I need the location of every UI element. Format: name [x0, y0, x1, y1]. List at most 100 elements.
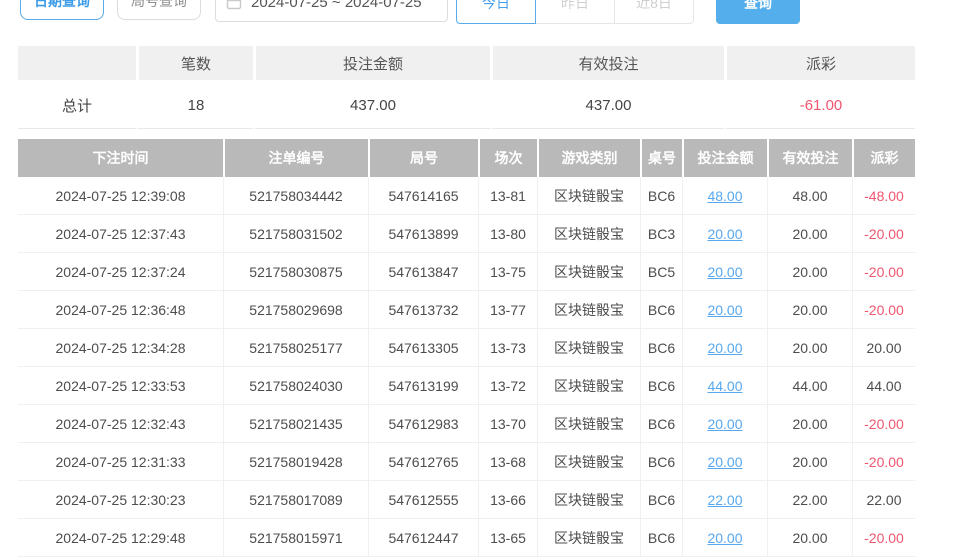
table-number-cell: BC6	[640, 291, 682, 329]
table-number-cell: BC6	[640, 481, 682, 519]
table-row: 2024-07-25 12:37:43 521758031502 5476138…	[18, 215, 915, 253]
session-cell: 13-72	[478, 367, 537, 405]
payout-cell: 22.00	[852, 481, 915, 519]
bet-amount-link[interactable]: 20.00	[707, 453, 743, 470]
order-number-cell: 521758017089	[223, 481, 368, 519]
calendar-icon	[226, 0, 242, 10]
session-cell: 13-65	[478, 519, 537, 557]
bet-amount-link[interactable]: 48.00	[707, 187, 743, 204]
order-number-cell: 521758029698	[223, 291, 368, 329]
today-button[interactable]: 今日	[456, 0, 536, 24]
yesterday-button[interactable]: 昨日	[535, 0, 615, 24]
table-number-cell: BC6	[640, 519, 682, 557]
bet-amount-cell: 20.00	[682, 519, 767, 557]
round-number-cell: 547613899	[368, 215, 478, 253]
session-cell: 13-81	[478, 177, 537, 215]
session-cell: 13-68	[478, 443, 537, 481]
summary-header-count: 笔数	[136, 46, 253, 83]
bet-history-table: 下注时间 注单编号 局号 场次 游戏类别 桌号 投注金额 有效投注 派彩 202…	[18, 139, 915, 557]
bet-amount-cell: 22.00	[682, 481, 767, 519]
bet-amount-cell: 20.00	[682, 329, 767, 367]
summary-payout: -61.00	[724, 83, 915, 129]
header-table-number: 桌号	[640, 139, 682, 177]
payout-cell: 20.00	[852, 329, 915, 367]
table-number-cell: BC6	[640, 405, 682, 443]
summary-total-row: 总计 18 437.00 437.00 -61.00	[18, 83, 915, 129]
order-number-cell: 521758019428	[223, 443, 368, 481]
bet-time-cell: 2024-07-25 12:33:53	[18, 367, 223, 405]
header-payout: 派彩	[852, 139, 915, 177]
payout-cell: -20.00	[852, 405, 915, 443]
bet-time-cell: 2024-07-25 12:29:48	[18, 519, 223, 557]
bet-amount-link[interactable]: 20.00	[707, 529, 743, 546]
valid-bet-cell: 22.00	[767, 481, 852, 519]
query-button[interactable]: 查询	[716, 0, 800, 24]
summary-table: 笔数 投注金额 有效投注 派彩 总计 18 437.00 437.00 -61.…	[18, 46, 915, 129]
header-round-number: 局号	[368, 139, 478, 177]
round-number-cell: 547612765	[368, 443, 478, 481]
summary-header-row: 笔数 投注金额 有效投注 派彩	[18, 46, 915, 83]
bet-amount-cell: 20.00	[682, 291, 767, 329]
valid-bet-cell: 20.00	[767, 291, 852, 329]
table-row: 2024-07-25 12:31:33 521758019428 5476127…	[18, 443, 915, 481]
bet-amount-cell: 20.00	[682, 215, 767, 253]
valid-bet-cell: 20.00	[767, 253, 852, 291]
table-number-cell: BC6	[640, 329, 682, 367]
date-range-input[interactable]: 2024-07-25 ~ 2024-07-25	[215, 0, 448, 22]
round-number-cell: 547613732	[368, 291, 478, 329]
main-content: 笔数 投注金额 有效投注 派彩 总计 18 437.00 437.00 -61.…	[18, 46, 915, 557]
bet-amount-link[interactable]: 44.00	[707, 377, 743, 394]
header-order-number: 注单编号	[223, 139, 368, 177]
valid-bet-cell: 20.00	[767, 519, 852, 557]
table-row: 2024-07-25 12:34:28 521758025177 5476133…	[18, 329, 915, 367]
bet-time-cell: 2024-07-25 12:36:48	[18, 291, 223, 329]
table-number-cell: BC6	[640, 177, 682, 215]
header-bet-time: 下注时间	[18, 139, 223, 177]
header-session: 场次	[478, 139, 537, 177]
valid-bet-cell: 48.00	[767, 177, 852, 215]
bet-time-cell: 2024-07-25 12:39:08	[18, 177, 223, 215]
table-row: 2024-07-25 12:36:48 521758029698 5476137…	[18, 291, 915, 329]
header-bet-amount: 投注金额	[682, 139, 767, 177]
round-number-cell: 547613305	[368, 329, 478, 367]
game-category-cell: 区块链骰宝	[537, 367, 640, 405]
round-number-cell: 547613199	[368, 367, 478, 405]
order-number-cell: 521758034442	[223, 177, 368, 215]
bet-amount-link[interactable]: 20.00	[707, 263, 743, 280]
header-game-category: 游戏类别	[537, 139, 640, 177]
last-8-days-button[interactable]: 近8日	[614, 0, 694, 24]
round-number-cell: 547613847	[368, 253, 478, 291]
valid-bet-cell: 20.00	[767, 405, 852, 443]
session-cell: 13-77	[478, 291, 537, 329]
bet-time-cell: 2024-07-25 12:31:33	[18, 443, 223, 481]
date-query-button[interactable]: 日期查询	[20, 0, 104, 20]
payout-cell: -20.00	[852, 291, 915, 329]
game-category-cell: 区块链骰宝	[537, 291, 640, 329]
summary-header-empty	[18, 46, 136, 83]
summary-header-payout: 派彩	[724, 46, 915, 83]
order-number-cell: 521758030875	[223, 253, 368, 291]
bet-amount-cell: 20.00	[682, 443, 767, 481]
payout-cell: -20.00	[852, 519, 915, 557]
round-number-cell: 547614165	[368, 177, 478, 215]
session-cell: 13-66	[478, 481, 537, 519]
session-cell: 13-70	[478, 405, 537, 443]
payout-cell: -20.00	[852, 253, 915, 291]
table-header-row: 下注时间 注单编号 局号 场次 游戏类别 桌号 投注金额 有效投注 派彩	[18, 139, 915, 177]
bet-amount-link[interactable]: 22.00	[707, 491, 743, 508]
order-number-cell: 521758031502	[223, 215, 368, 253]
valid-bet-cell: 20.00	[767, 329, 852, 367]
bet-amount-link[interactable]: 20.00	[707, 339, 743, 356]
valid-bet-cell: 20.00	[767, 215, 852, 253]
bet-amount-link[interactable]: 20.00	[707, 225, 743, 242]
table-row: 2024-07-25 12:39:08 521758034442 5476141…	[18, 177, 915, 215]
bet-time-cell: 2024-07-25 12:34:28	[18, 329, 223, 367]
game-category-cell: 区块链骰宝	[537, 329, 640, 367]
bet-amount-link[interactable]: 20.00	[707, 301, 743, 318]
round-number-cell: 547612983	[368, 405, 478, 443]
payout-cell: 44.00	[852, 367, 915, 405]
bet-amount-cell: 20.00	[682, 405, 767, 443]
round-query-button[interactable]: 局号查询	[117, 0, 201, 20]
bet-amount-link[interactable]: 20.00	[707, 415, 743, 432]
payout-cell: -20.00	[852, 215, 915, 253]
